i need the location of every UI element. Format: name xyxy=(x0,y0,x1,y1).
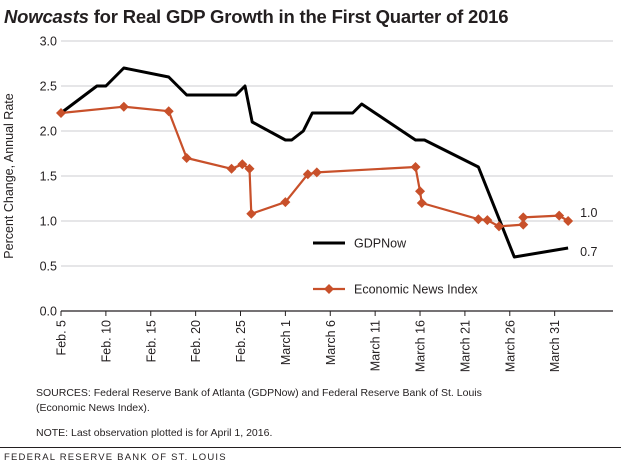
data-point xyxy=(246,208,257,219)
chart-title: Nowcasts for Real GDP Growth in the Firs… xyxy=(4,6,509,28)
x-tick-label: March 1 xyxy=(279,320,293,365)
footer-rule xyxy=(0,447,621,448)
data-point xyxy=(56,108,66,118)
y-axis-ticks: 0.0 0.5 1.0 1.5 2.0 2.5 3.0 xyxy=(40,35,57,319)
data-point xyxy=(410,162,421,172)
x-tick-label: March 16 xyxy=(414,320,428,372)
x-tick-label: Feb. 25 xyxy=(234,320,248,362)
data-point xyxy=(554,210,565,221)
end-value-label: 0.7 xyxy=(580,245,597,259)
data-point xyxy=(518,219,529,230)
x-tick-label: Feb. 20 xyxy=(189,320,203,362)
gridlines xyxy=(61,40,613,312)
x-axis-ticks: Feb. 5 Feb. 10 Feb. 15 Feb. 20 Feb. 25 March … xyxy=(55,311,562,372)
end-labels: 0.7 1.0 xyxy=(580,206,597,259)
data-point xyxy=(226,163,237,174)
x-tick-label: March 21 xyxy=(458,320,472,372)
data-point xyxy=(416,198,427,208)
sources-line-2: (Economic News Index). xyxy=(36,402,150,414)
x-tick-label: March 6 xyxy=(324,320,338,365)
data-point xyxy=(518,212,529,223)
data-point xyxy=(482,215,493,226)
x-tick-label: March 26 xyxy=(503,320,517,372)
data-point xyxy=(494,221,505,232)
legend-label: Economic News Index xyxy=(354,283,478,297)
y-tick-label: 2.0 xyxy=(40,125,57,139)
y-tick-label: 0.0 xyxy=(40,305,57,319)
data-point xyxy=(237,159,248,170)
footer-text: FEDERAL RESERVE BANK OF ST. LOUIS xyxy=(4,452,227,463)
data-point xyxy=(280,197,291,208)
data-point xyxy=(118,101,129,112)
y-tick-label: 2.5 xyxy=(40,80,57,94)
x-tick-label: Feb. 10 xyxy=(99,320,113,362)
chart-svg: 0.00.51.01.52.02.53.0 Feb. 5 Feb. 10 Feb. … xyxy=(2,35,613,372)
y-tick-label: 1.0 xyxy=(40,215,57,229)
chart-title-rest: for Real GDP Growth in the First Quarter… xyxy=(88,6,509,27)
end-value-label: 1.0 xyxy=(580,206,597,220)
chart-title-italic: Nowcasts xyxy=(4,6,89,27)
data-point xyxy=(563,216,574,226)
data-point xyxy=(163,106,174,117)
series-line-economic-news-index xyxy=(60,105,569,228)
y-tick-label: 3.0 xyxy=(40,35,57,49)
legend-label: GDPNow xyxy=(354,237,407,251)
data-point xyxy=(181,153,192,163)
y-tick-label: 0.5 xyxy=(40,260,57,274)
series-line-gdpnow xyxy=(60,66,569,259)
legend-marker xyxy=(324,284,334,294)
x-tick-label: March 11 xyxy=(369,320,383,371)
y-tick-label: 1.5 xyxy=(40,170,57,184)
x-tick-label: Feb. 5 xyxy=(55,320,69,355)
x-tick-label: Feb. 15 xyxy=(144,320,158,362)
note-text: NOTE: Last observation plotted is for Ap… xyxy=(36,427,273,439)
legend: GDPNow Economic News Index xyxy=(313,237,478,297)
data-point xyxy=(302,169,313,180)
x-tick-label: March 31 xyxy=(548,320,562,372)
data-point xyxy=(311,167,322,178)
y-axis-label: Percent Change, Annual Rate xyxy=(2,93,16,258)
data-point xyxy=(473,214,484,225)
data-point xyxy=(244,163,255,174)
series-lines xyxy=(56,66,574,259)
sources-line-1: SOURCES: Federal Reserve Bank of Atlanta… xyxy=(36,387,482,399)
data-point xyxy=(415,186,426,197)
